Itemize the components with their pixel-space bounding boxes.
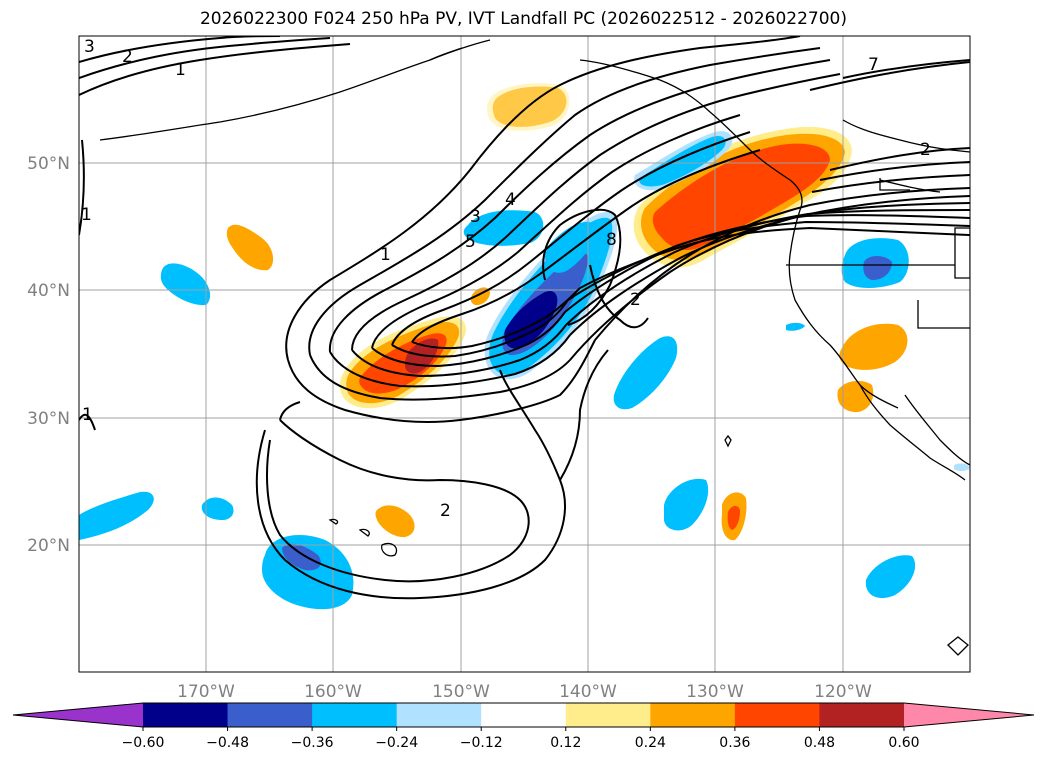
lon-label: 170°W <box>177 682 235 702</box>
lon-label: 160°W <box>304 682 362 702</box>
contour-label: 1 <box>175 60 186 80</box>
colorbar-bin <box>312 703 398 727</box>
colorbar-tick-label: −0.48 <box>206 735 249 751</box>
lon-label: 140°W <box>559 682 617 702</box>
contour-label: 2 <box>122 47 133 67</box>
lat-label: 20°N <box>27 536 70 556</box>
ivt-contours <box>79 36 970 600</box>
colorbar-bin <box>396 703 482 727</box>
contour-label: 1 <box>380 245 391 265</box>
colorbar-tick-label: 0.36 <box>719 735 750 751</box>
lon-label: 120°W <box>814 682 872 702</box>
contour-label: 1 <box>81 205 92 225</box>
contour-labels: 3 2 1 1 1 2 3 4 5 8 2 1 2 6 7 1 <box>81 37 931 521</box>
colorbar-tick-label: 0.48 <box>804 735 835 751</box>
colorbar-bin <box>565 703 651 727</box>
contour-label: 7 <box>868 55 879 75</box>
lat-labels: 50°N 40°N 30°N 20°N <box>27 154 70 556</box>
colorbar-bin <box>143 703 229 727</box>
contour-label: 1 <box>82 405 93 425</box>
map-title: 2026022300 F024 250 hPa PV, IVT Landfall… <box>199 9 847 29</box>
lon-labels: 170°W 160°W 150°W 140°W 130°W 120°W <box>177 682 872 702</box>
lon-label: 150°W <box>432 682 490 702</box>
colorbar-extend-high <box>904 703 1034 727</box>
lat-label: 40°N <box>27 281 70 301</box>
contour-label: 2 <box>920 140 931 160</box>
contour-label: 2 <box>440 501 451 521</box>
colorbar-bin <box>650 703 736 727</box>
contour-label: 8 <box>606 230 617 250</box>
colorbar: −0.60 −0.48 −0.36 −0.24 −0.12 0.12 0.24 0.36 0.4… <box>12 702 1035 751</box>
lon-label: 130°W <box>686 682 744 702</box>
colorbar-bin <box>481 703 567 727</box>
colorbar-bin <box>227 703 313 727</box>
lat-label: 50°N <box>27 154 70 174</box>
colorbar-tick-label: −0.36 <box>291 735 334 751</box>
map-frame <box>78 35 971 673</box>
contour-label: 3 <box>470 207 481 227</box>
contour-label: 3 <box>84 37 95 57</box>
colorbar-bin <box>734 703 820 727</box>
colorbar-tick-label: 0.12 <box>550 735 581 751</box>
colorbar-tick-label: 0.24 <box>635 735 666 751</box>
colorbar-tick-label: −0.60 <box>122 735 165 751</box>
colorbar-tick-label: −0.12 <box>460 735 503 751</box>
positive-anomaly-nw-coast <box>633 126 852 268</box>
colorbar-bin <box>819 703 905 727</box>
colorbar-tick-label: −0.24 <box>375 735 418 751</box>
contour-label: 4 <box>505 190 516 210</box>
contour-label: 5 <box>465 232 476 252</box>
colorbar-extend-low <box>13 703 143 727</box>
colorbar-tick-label: 0.60 <box>888 735 919 751</box>
lat-label: 30°N <box>27 409 70 429</box>
contour-label: 2 <box>630 290 641 310</box>
negative-anomaly-north <box>463 210 544 246</box>
